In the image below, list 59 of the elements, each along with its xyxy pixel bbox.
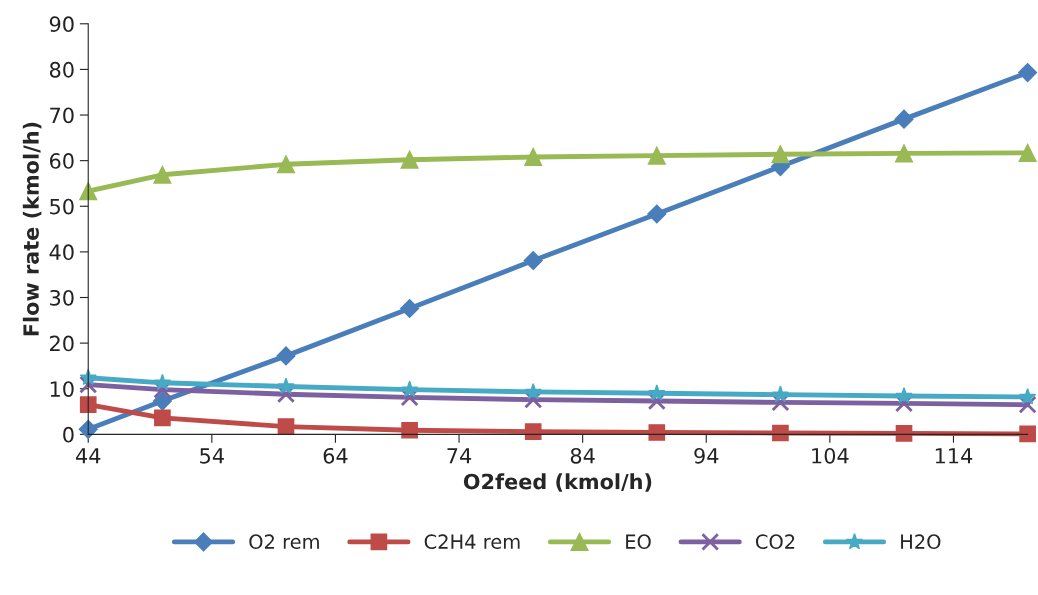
point bbox=[1019, 425, 1036, 443]
point bbox=[153, 165, 172, 184]
y-tick-label: 30 bbox=[50, 289, 74, 306]
point bbox=[154, 409, 171, 427]
x-tick-label: 44 bbox=[75, 448, 101, 464]
point bbox=[1018, 143, 1037, 162]
y-axis-title: Flow rate (kmol/h) bbox=[22, 122, 42, 336]
legend-label: C2H4 rem bbox=[424, 534, 520, 550]
y-tick-label: 80 bbox=[49, 61, 74, 78]
legend-label: O2 rem bbox=[249, 534, 319, 550]
point bbox=[524, 382, 542, 400]
legend-label: CO2 bbox=[755, 534, 795, 550]
point bbox=[1018, 387, 1037, 405]
y-tick-label: 0 bbox=[63, 426, 74, 443]
point bbox=[894, 144, 914, 163]
point bbox=[524, 423, 542, 440]
point bbox=[647, 204, 667, 224]
legend-label: EO bbox=[626, 534, 651, 550]
point bbox=[895, 387, 913, 404]
point bbox=[153, 373, 172, 391]
point bbox=[277, 418, 295, 435]
point bbox=[648, 384, 666, 401]
legend-label: H2O bbox=[901, 534, 941, 550]
y-tick-label: 10 bbox=[50, 381, 74, 397]
point bbox=[277, 377, 295, 394]
point bbox=[79, 396, 97, 414]
x-tick-label: 84 bbox=[570, 447, 595, 464]
point bbox=[401, 421, 418, 439]
point bbox=[895, 425, 913, 442]
point bbox=[648, 424, 666, 441]
point bbox=[523, 251, 543, 271]
y-tick-label: 60 bbox=[49, 153, 74, 169]
point bbox=[152, 391, 172, 411]
point bbox=[771, 385, 790, 403]
point bbox=[79, 375, 98, 394]
point bbox=[772, 424, 789, 442]
y-tick-label: 50 bbox=[50, 198, 74, 215]
y-tick-label: 90 bbox=[49, 16, 74, 33]
x-tick-label: 64 bbox=[323, 447, 348, 464]
x-tick-label: 54 bbox=[200, 448, 224, 464]
point bbox=[400, 150, 419, 169]
x-tick-label: 74 bbox=[447, 448, 472, 464]
x-axis-title: O2feed (kmol/h) bbox=[463, 473, 652, 492]
point bbox=[276, 346, 296, 366]
point bbox=[1018, 63, 1038, 83]
point bbox=[771, 145, 790, 164]
x-tick-label: 94 bbox=[694, 447, 719, 464]
point bbox=[276, 155, 296, 174]
point bbox=[647, 146, 666, 165]
y-tick-label: 40 bbox=[49, 244, 74, 261]
x-tick-label: 104 bbox=[812, 447, 849, 464]
point bbox=[894, 109, 914, 129]
point bbox=[78, 419, 98, 439]
point bbox=[400, 298, 420, 318]
y-tick-label: 70 bbox=[50, 107, 74, 124]
point bbox=[524, 147, 543, 167]
x-tick-label: 114 bbox=[935, 448, 973, 464]
point bbox=[400, 380, 419, 398]
y-tick-label: 20 bbox=[50, 335, 74, 352]
